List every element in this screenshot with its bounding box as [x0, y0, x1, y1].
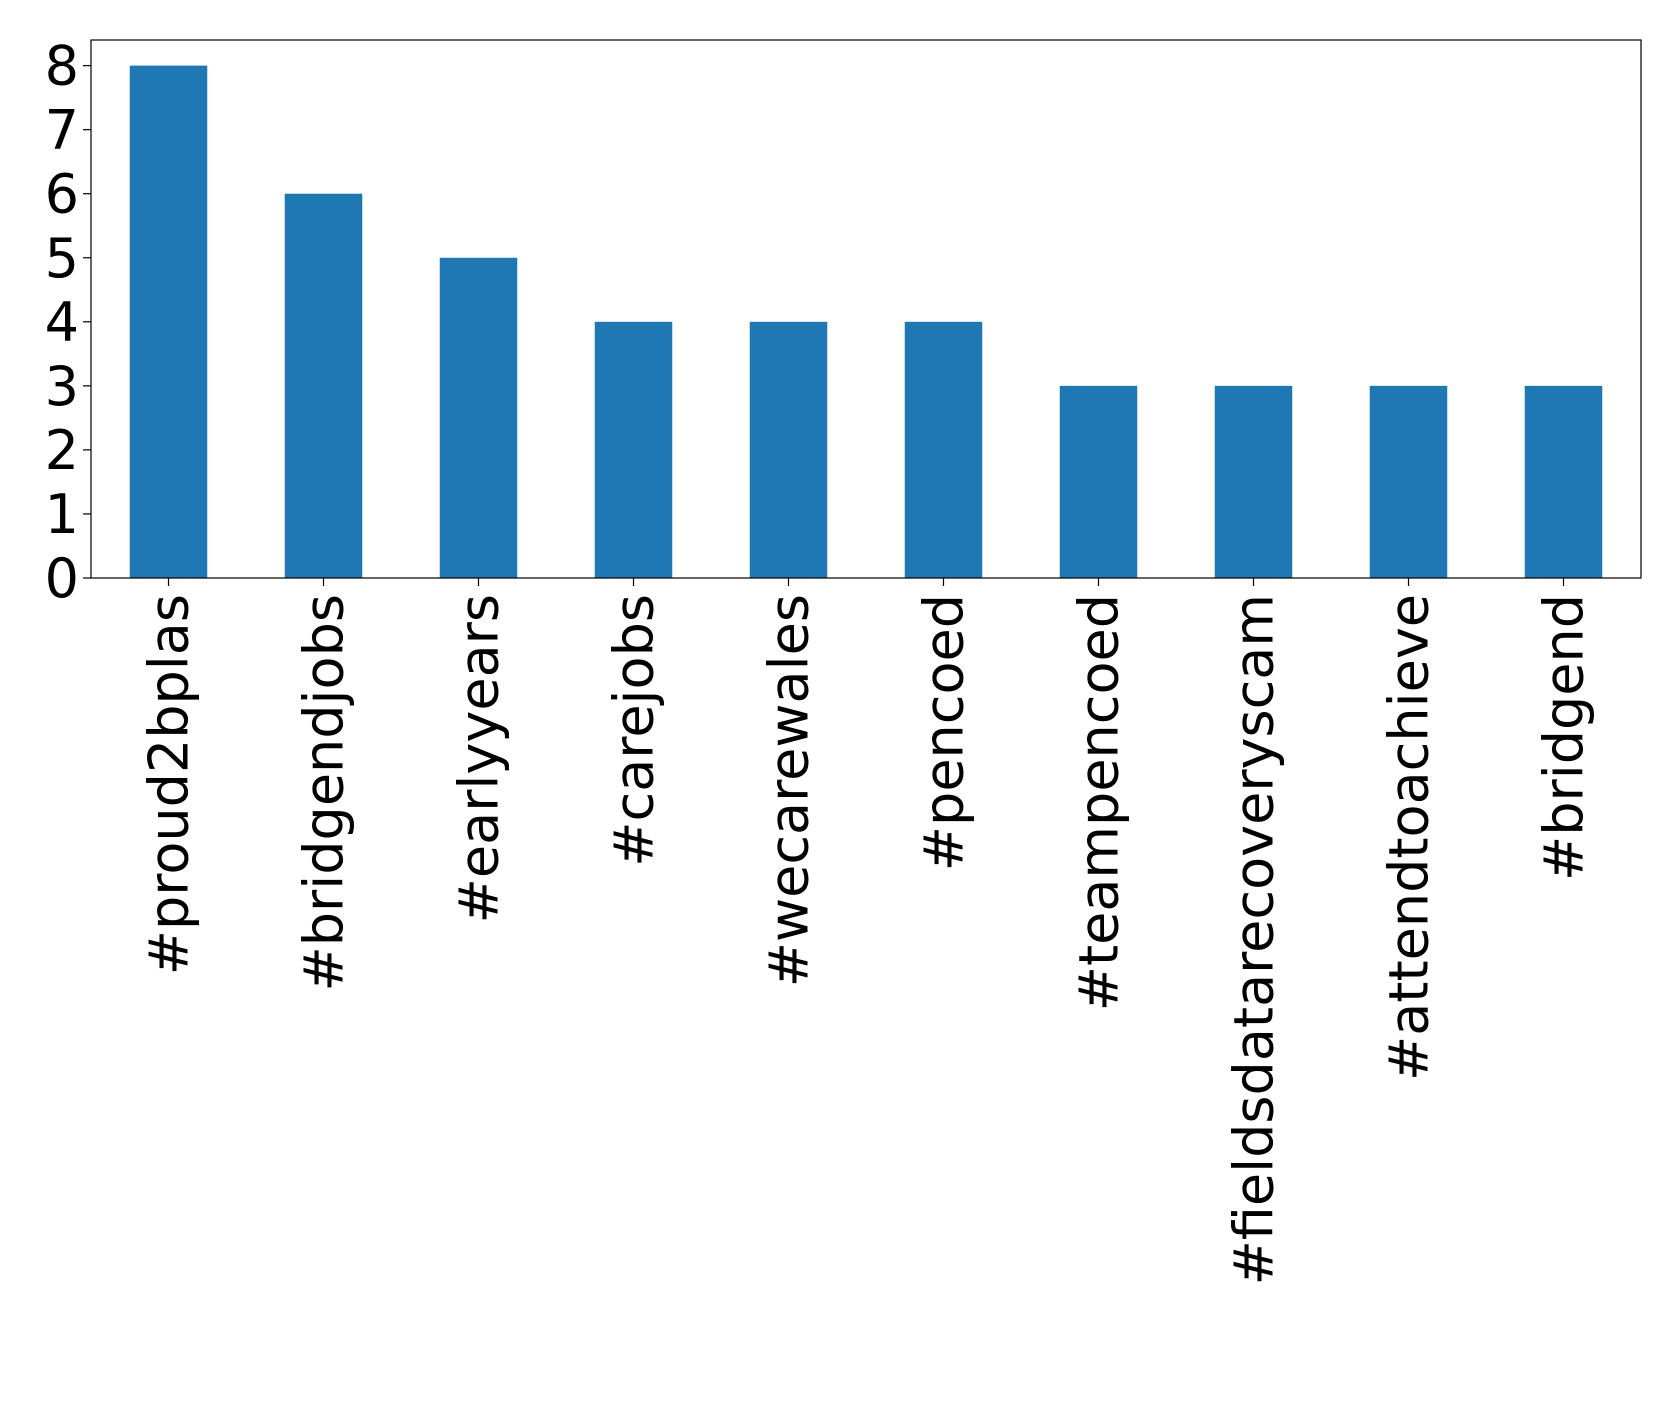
- bar: [904, 321, 983, 578]
- x-tick-label: #teampencoed: [1068, 594, 1131, 1011]
- y-tick-label: 1: [45, 483, 79, 546]
- y-tick-label: 4: [45, 291, 79, 354]
- x-tick-label: #proud2bplas: [138, 594, 201, 975]
- x-tick-label: #bridgendjobs: [293, 594, 356, 991]
- x-tick-label: #wecarewales: [758, 594, 821, 987]
- bar: [1524, 385, 1603, 578]
- bar: [284, 193, 363, 578]
- x-tick-label: #attendtoachieve: [1378, 594, 1441, 1081]
- bar: [129, 65, 208, 579]
- y-tick-label: 0: [45, 547, 79, 610]
- x-tick-label: #fieldsdatarecoveryscam: [1223, 594, 1286, 1285]
- y-tick-label: 7: [45, 99, 79, 162]
- y-tick-label: 5: [45, 227, 79, 290]
- x-tick-label: #earlyyears: [448, 594, 511, 923]
- bar: [439, 257, 518, 578]
- y-tick-label: 3: [45, 355, 79, 418]
- y-tick-label: 6: [45, 163, 79, 226]
- y-tick-label: 2: [45, 419, 79, 482]
- bar: [1059, 385, 1138, 578]
- x-tick-label: #carejobs: [603, 594, 666, 867]
- bar: [594, 321, 673, 578]
- bar: [1214, 385, 1293, 578]
- y-tick-label: 8: [45, 35, 79, 98]
- x-tick-label: #bridgend: [1533, 594, 1596, 881]
- bar: [1369, 385, 1448, 578]
- bar: [749, 321, 828, 578]
- x-tick-label: #pencoed: [913, 594, 976, 871]
- plot-frame: [90, 39, 1642, 579]
